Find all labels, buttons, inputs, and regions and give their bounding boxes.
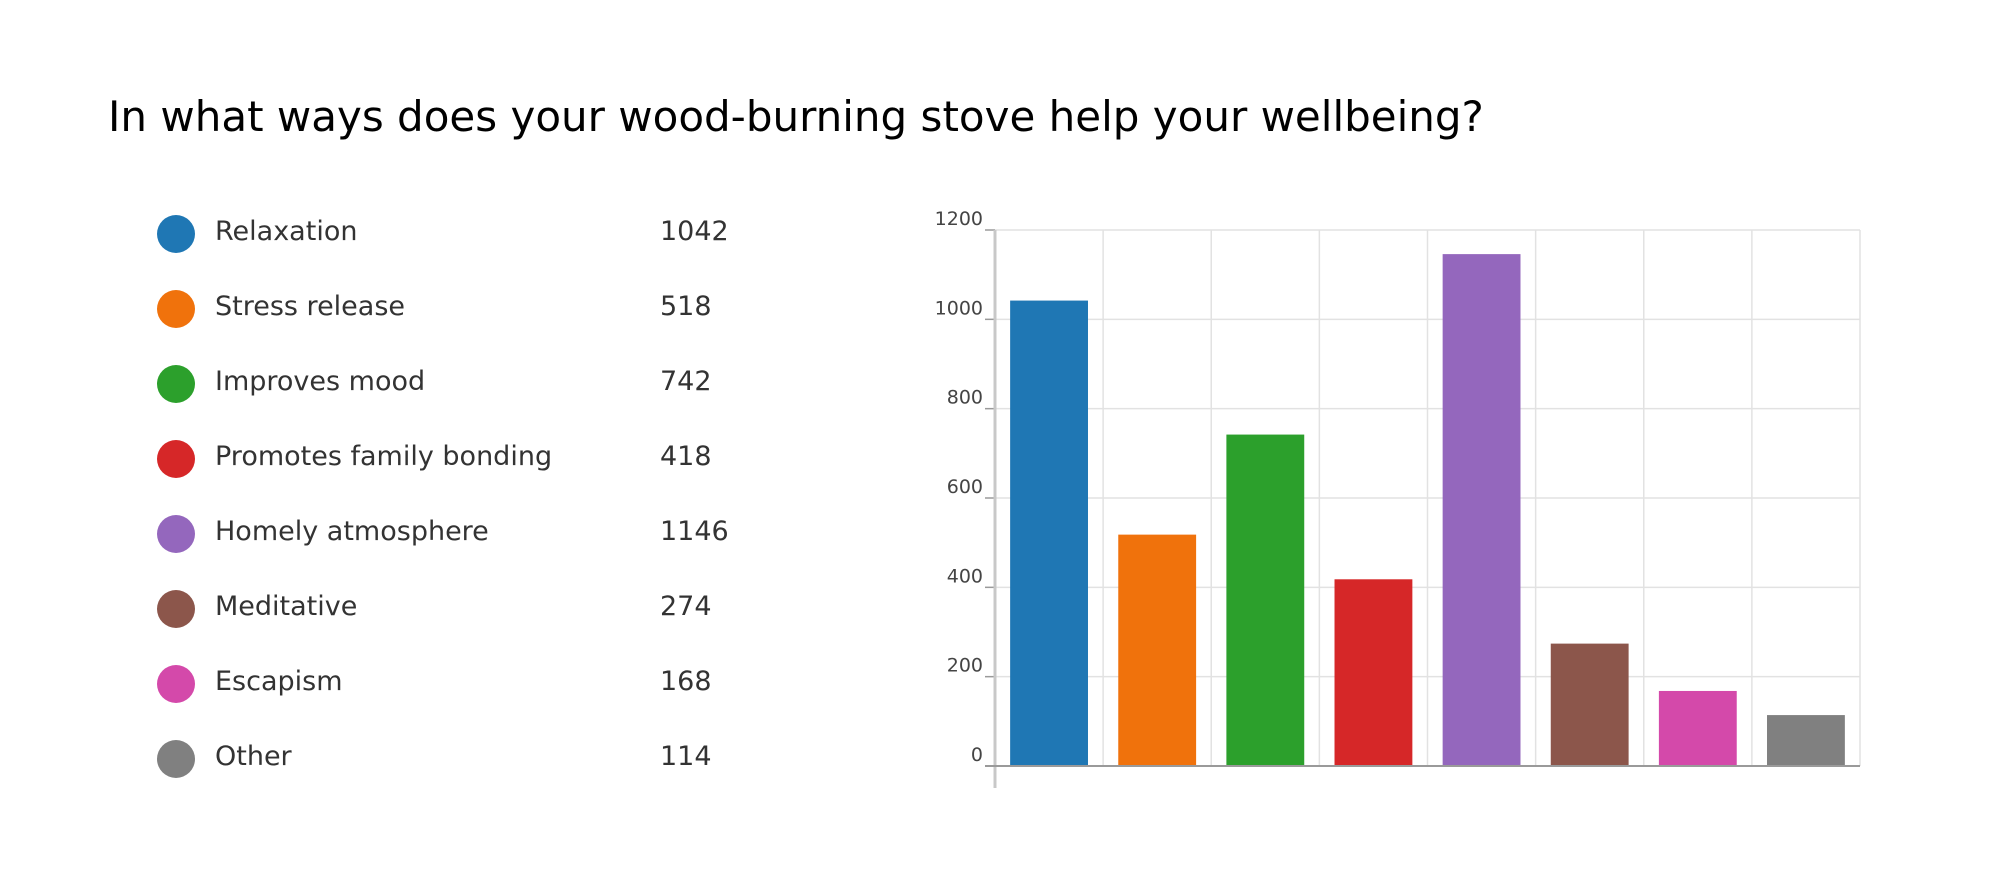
legend-item: Homely atmosphere 1146 <box>157 512 777 587</box>
legend-label: Other <box>215 741 292 772</box>
y-tick-label: 400 <box>947 565 983 587</box>
legend-color-dot <box>157 515 195 553</box>
legend-color-dot <box>157 215 195 253</box>
legend-item: Relaxation 1042 <box>157 212 777 287</box>
legend-count: 114 <box>660 741 712 772</box>
legend: Relaxation 1042 Stress release 518 Improves … <box>157 212 777 812</box>
legend-count: 1042 <box>660 216 729 247</box>
legend-item: Stress release 518 <box>157 287 777 362</box>
y-tick-label: 600 <box>947 476 983 498</box>
y-tick-label: 1200 <box>935 208 983 230</box>
legend-label: Promotes family bonding <box>215 441 553 472</box>
y-tick-label: 1000 <box>935 297 983 319</box>
bar-chart: 0 200 400 600 800 1000 1200 <box>935 208 1861 788</box>
legend-count: 1146 <box>660 516 729 547</box>
legend-count: 418 <box>660 441 712 472</box>
bar <box>1658 690 1737 766</box>
y-tick-label: 0 <box>971 744 983 766</box>
bar <box>1118 534 1197 766</box>
y-tick-label: 200 <box>947 655 983 677</box>
legend-color-dot <box>157 290 195 328</box>
legend-count: 274 <box>660 591 712 622</box>
bar <box>1767 715 1845 766</box>
bar <box>1010 300 1088 766</box>
legend-item: Other 114 <box>157 737 777 812</box>
bar <box>1442 254 1521 766</box>
legend-color-dot <box>157 365 195 403</box>
legend-count: 518 <box>660 291 712 322</box>
bar <box>1226 434 1305 766</box>
legend-color-dot <box>157 590 195 628</box>
legend-item: Escapism 168 <box>157 662 777 737</box>
legend-item: Meditative 274 <box>157 587 777 662</box>
legend-label: Stress release <box>215 291 406 322</box>
legend-color-dot <box>157 665 195 703</box>
legend-count: 168 <box>660 666 712 697</box>
legend-color-dot <box>157 440 195 478</box>
bar <box>1334 579 1413 766</box>
legend-label: Meditative <box>215 591 358 622</box>
y-tick-label: 800 <box>947 387 983 409</box>
legend-label: Relaxation <box>215 216 358 247</box>
legend-item: Improves mood 742 <box>157 362 777 437</box>
legend-color-dot <box>157 740 195 778</box>
legend-count: 742 <box>660 366 712 397</box>
legend-label: Homely atmosphere <box>215 516 489 547</box>
legend-label: Improves mood <box>215 366 426 397</box>
chart-title: In what ways does your wood-burning stov… <box>108 92 1484 141</box>
legend-label: Escapism <box>215 666 343 697</box>
legend-item: Promotes family bonding 418 <box>157 437 777 512</box>
bar <box>1550 643 1629 766</box>
